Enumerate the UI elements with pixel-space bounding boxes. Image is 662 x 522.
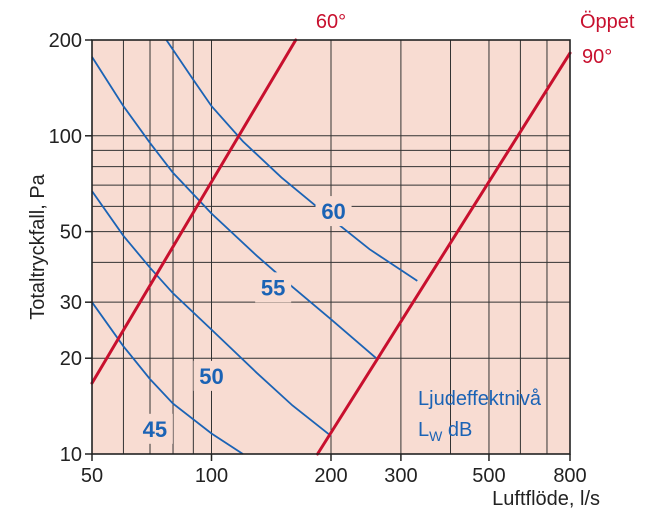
curve-label-60: 60 (321, 199, 345, 224)
line-open-90-degree (316, 51, 572, 456)
curve-label-bg (136, 413, 173, 444)
noise-curve-55 (91, 56, 377, 359)
y-tick-label: 200 (49, 30, 82, 52)
curve-label-50: 50 (199, 364, 223, 389)
legend-title: Ljudeffektnivå (418, 388, 542, 410)
curve-label-bg (315, 196, 352, 227)
x-tick-label: 50 (81, 465, 103, 487)
x-tick-label: 100 (195, 465, 228, 487)
x-tick-labels: 50 100 200 300 500 800 (81, 454, 587, 487)
x-tick-label: 800 (553, 465, 586, 487)
grid (92, 40, 570, 454)
y-axis-title: Totaltryckfall, Pa (27, 173, 49, 319)
y-tick-label: 50 (60, 222, 82, 244)
label-60-degree: 60° (316, 11, 346, 33)
x-tick-label: 300 (384, 465, 417, 487)
curve-labels: 45 50 55 60 (136, 196, 352, 444)
curve-label-45: 45 (143, 417, 167, 442)
label-open-line2: 90° (582, 46, 612, 68)
x-tick-label: 500 (472, 465, 505, 487)
y-tick-label: 20 (60, 348, 82, 370)
x-axis-title: Luftflöde, l/s (492, 488, 600, 510)
y-tick-label: 10 (60, 444, 82, 466)
damper-lines (90, 38, 572, 456)
y-tick-label: 100 (49, 126, 82, 148)
curve-label-55: 55 (261, 275, 285, 300)
y-tick-label: 30 (60, 292, 82, 314)
line-60-degree (90, 38, 298, 385)
curve-label-bg (193, 360, 230, 391)
noise-curve-50 (91, 190, 332, 437)
curve-label-bg (255, 272, 292, 303)
label-open-line1: Öppet (580, 11, 635, 33)
y-tick-labels: 10 20 30 50 100 200 (49, 30, 92, 466)
noise-curve-60 (165, 39, 418, 282)
legend-unit: LW dB (418, 419, 472, 444)
x-tick-label: 200 (314, 465, 347, 487)
